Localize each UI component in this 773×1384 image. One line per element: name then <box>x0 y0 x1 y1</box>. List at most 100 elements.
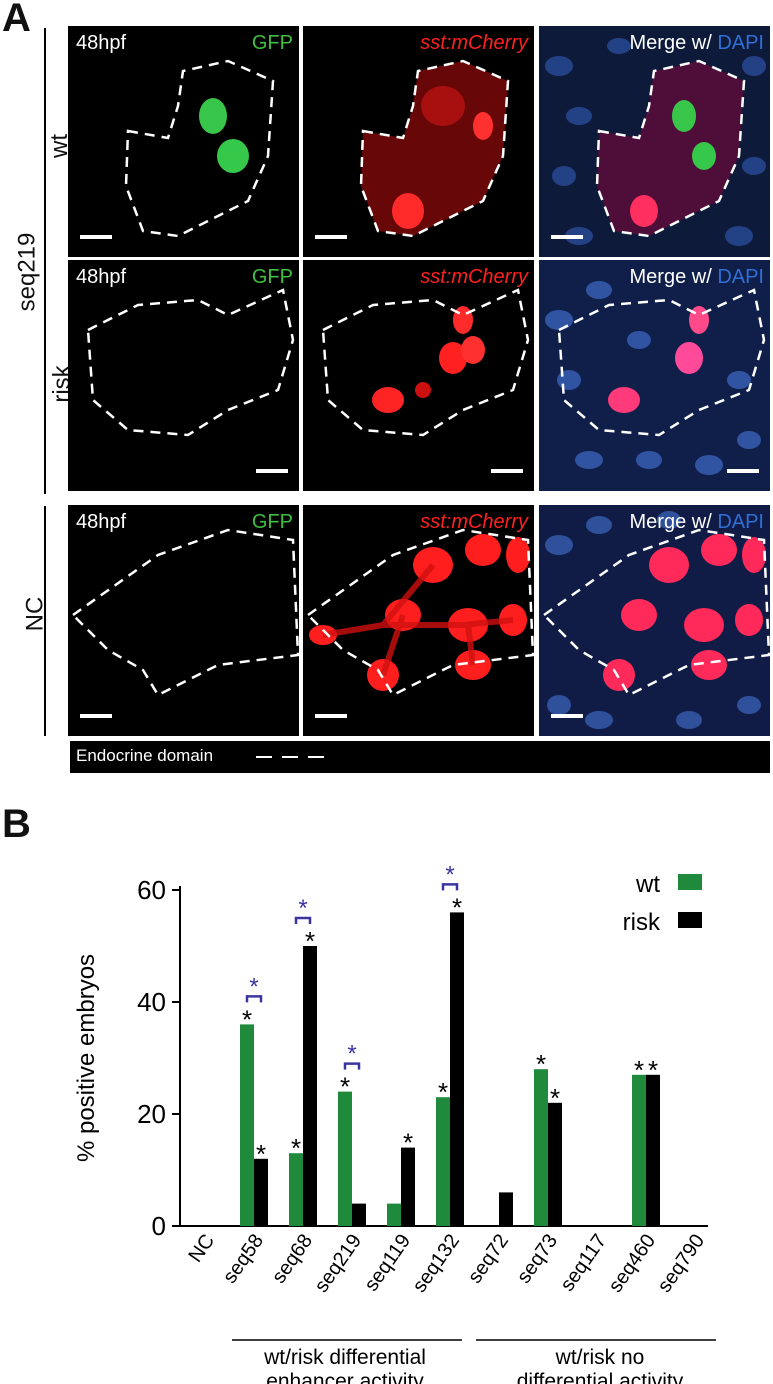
y-tick-label: 60 <box>137 875 166 905</box>
scale-bar <box>256 469 288 473</box>
scale-bar <box>80 714 112 718</box>
sig-star-risk: * <box>550 1083 560 1113</box>
x-tick-label-seq58: seq58 <box>219 1230 268 1287</box>
sig-star-wt: * <box>291 1133 301 1163</box>
bar-wt-seq119 <box>387 1203 401 1226</box>
x-tick-label-seq119: seq119 <box>360 1230 415 1295</box>
merge-label: Merge w/ DAPI <box>630 32 765 55</box>
image-nc-mcherry: sst:mCherry <box>303 505 534 736</box>
merge-label: Merge w/ DAPI <box>630 511 765 534</box>
mcherry-label: sst:mCherry <box>420 32 528 54</box>
gfp-label: GFP <box>251 32 293 54</box>
pairwise-star: * <box>298 895 307 922</box>
legend-label-wt: wt <box>635 871 660 898</box>
pairwise-star: * <box>347 1041 356 1068</box>
micrograph-risk-gfp <box>86 288 295 437</box>
bar-wt-seq73 <box>534 1069 548 1226</box>
panel-a-letter: A <box>2 0 31 40</box>
sig-star-wt: * <box>340 1072 350 1102</box>
sig-star-risk: * <box>403 1128 413 1158</box>
merge-label: Merge w/ DAPI <box>630 266 765 289</box>
merge-prefix: Merge w/ <box>629 266 718 288</box>
x-tick-label-seq68: seq68 <box>268 1230 317 1287</box>
scale-bar <box>491 469 523 473</box>
x-tick-label-seq460: seq460 <box>604 1230 660 1296</box>
micrograph-nc-mcherry <box>306 528 534 697</box>
bar-wt-seq219 <box>338 1091 352 1226</box>
x-tick-label-seq73: seq73 <box>513 1230 562 1287</box>
seq219-bracket-line <box>44 28 46 494</box>
scale-bar <box>315 235 347 239</box>
bar-wt-seq460 <box>632 1074 646 1226</box>
scale-bar <box>727 469 759 473</box>
legend-dash <box>282 756 298 758</box>
micrograph-wt-merge <box>539 26 770 257</box>
image-wt-merge: Merge w/ DAPI <box>539 26 770 257</box>
pairwise-star: * <box>445 861 454 888</box>
dapi-label: DAPI <box>717 266 764 288</box>
bar-risk-seq73 <box>548 1102 562 1226</box>
merge-prefix: Merge w/ <box>629 32 718 54</box>
sig-star-wt: * <box>242 1004 252 1034</box>
merge-prefix: Merge w/ <box>629 511 718 533</box>
y-tick-label: 40 <box>137 987 166 1017</box>
image-risk-mcherry: sst:mCherry <box>303 260 534 491</box>
x-tick-label-seq790: seq790 <box>653 1230 709 1296</box>
mcherry-label: sst:mCherry <box>420 266 528 288</box>
micrograph-wt-mcherry <box>359 59 510 238</box>
y-tick-label: 0 <box>152 1211 166 1241</box>
panel-b-letter: B <box>2 802 31 846</box>
x-tick-label-seq72: seq72 <box>464 1230 513 1287</box>
stage-label: 48hpf <box>76 32 127 54</box>
micrograph-wt-gfp <box>124 59 275 238</box>
micrograph-nc-merge <box>539 505 770 736</box>
sig-star-wt: * <box>634 1055 644 1085</box>
nc-bracket-line <box>44 506 46 736</box>
bar-risk-seq132 <box>450 912 464 1226</box>
image-risk-merge: Merge w/ DAPI <box>539 260 770 491</box>
image-risk-gfp: 48hpf GFP <box>68 260 299 491</box>
group-label-seq219: seq219 <box>13 232 41 312</box>
row-label-nc: NC <box>21 596 49 632</box>
x-tick-label-seq132: seq132 <box>408 1230 464 1296</box>
group-label-no-differential-2: differential activity <box>517 1370 684 1384</box>
micrograph-risk-mcherry <box>321 288 530 437</box>
pairwise-bracket <box>294 916 312 924</box>
x-tick-label-seq117: seq117 <box>556 1230 611 1295</box>
bar-wt-seq68 <box>289 1153 303 1226</box>
mcherry-label: sst:mCherry <box>420 511 528 533</box>
image-wt-gfp: 48hpf GFP <box>68 26 299 257</box>
group-label-no-differential-1: wt/risk no <box>555 1346 645 1369</box>
y-axis-label: % positive embryos <box>73 954 100 1162</box>
pairwise-bracket <box>245 995 263 1003</box>
sig-star-wt: * <box>536 1049 546 1079</box>
image-wt-mcherry: sst:mCherry <box>303 26 534 257</box>
sig-star-risk: * <box>305 926 315 956</box>
sig-star-risk: * <box>256 1139 266 1169</box>
dapi-label: DAPI <box>717 511 764 533</box>
pairwise-star: * <box>249 973 258 1000</box>
group-label-differential-2: enhancer activity <box>266 1370 424 1384</box>
bar-risk-seq460 <box>646 1074 660 1226</box>
bar-wt-seq132 <box>436 1097 450 1226</box>
bar-wt-seq58 <box>240 1024 254 1226</box>
bar-risk-seq119 <box>401 1147 415 1226</box>
scale-bar <box>551 235 583 239</box>
stage-label: 48hpf <box>76 266 127 288</box>
scale-bar <box>80 235 112 239</box>
gfp-label: GFP <box>251 266 293 288</box>
legend-label: Endocrine domain <box>76 746 214 765</box>
pairwise-bracket <box>343 1062 361 1070</box>
image-nc-gfp: 48hpf GFP <box>68 505 299 736</box>
sig-star-risk: * <box>452 892 462 922</box>
gfp-label: GFP <box>251 511 293 533</box>
legend-swatch-risk <box>678 912 702 928</box>
endocrine-domain-legend: Endocrine domain <box>70 741 770 773</box>
sig-star-wt: * <box>438 1077 448 1107</box>
dapi-label: DAPI <box>717 32 764 54</box>
bar-risk-seq72 <box>499 1192 513 1226</box>
scale-bar <box>315 714 347 718</box>
y-tick-label: 20 <box>137 1099 166 1129</box>
bar-risk-seq58 <box>254 1158 268 1226</box>
